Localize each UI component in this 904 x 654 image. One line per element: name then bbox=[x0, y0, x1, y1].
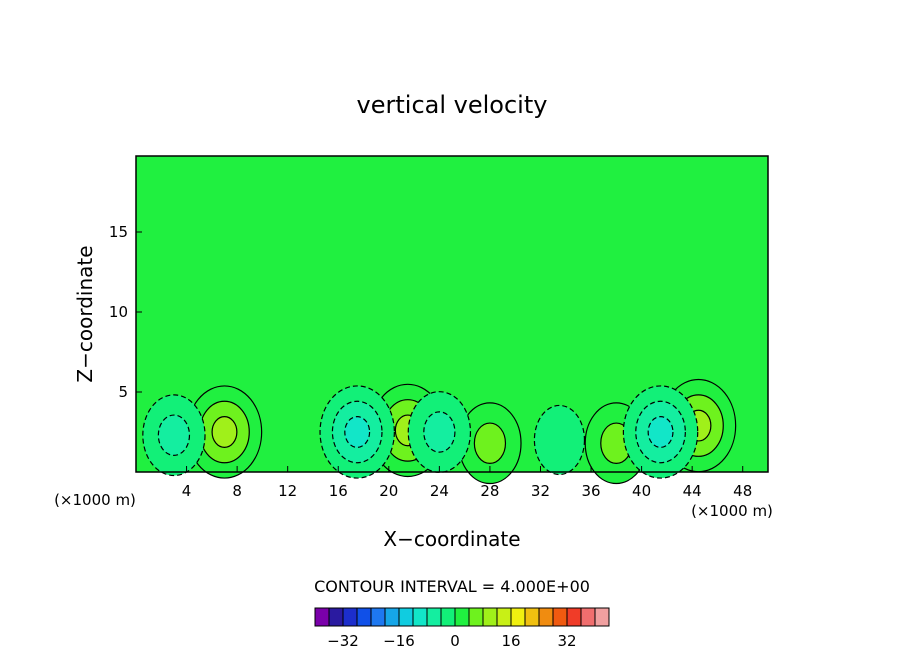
colorbar-swatch bbox=[524, 607, 540, 627]
x-tick-label: 28 bbox=[480, 482, 499, 500]
colorbar-swatch bbox=[370, 607, 386, 627]
colorbar: −32 −16 0 16 32 bbox=[314, 607, 610, 650]
colorbar-swatch bbox=[510, 607, 526, 627]
colorbar-swatch bbox=[412, 607, 428, 627]
colorbar-swatch bbox=[384, 607, 400, 627]
colorbar-tick-label: 16 bbox=[501, 632, 520, 650]
x-tick-label: 44 bbox=[683, 482, 702, 500]
x-tick-label: 20 bbox=[379, 482, 398, 500]
downdraft-contour bbox=[344, 416, 371, 448]
y-tick-label: 15 bbox=[109, 223, 128, 241]
colorbar-swatch bbox=[566, 607, 582, 627]
plot-frame bbox=[135, 155, 769, 473]
updraft-contour bbox=[211, 416, 238, 448]
x-unit-label-right: (×1000 m) bbox=[691, 502, 773, 520]
colorbar-swatch bbox=[538, 607, 554, 627]
contour-interval-label: CONTOUR INTERVAL = 4.000E+00 bbox=[314, 577, 590, 596]
x-tick-label: 4 bbox=[182, 482, 192, 500]
colorbar-swatch bbox=[342, 607, 358, 627]
colorbar-swatch bbox=[356, 607, 372, 627]
chart-title: vertical velocity bbox=[357, 91, 548, 119]
contour-layer bbox=[142, 378, 737, 485]
x-unit-label-left: (×1000 m) bbox=[54, 491, 136, 509]
downdraft-contour bbox=[647, 416, 674, 448]
downdraft-contour bbox=[157, 414, 191, 456]
downdraft-contour bbox=[423, 411, 456, 453]
colorbar-swatch bbox=[552, 607, 568, 627]
y-axis-label: Z−coordinate bbox=[73, 245, 97, 382]
x-tick-label: 32 bbox=[531, 482, 550, 500]
colorbar-swatch bbox=[398, 607, 414, 627]
colorbar-swatch bbox=[580, 607, 596, 627]
colorbar-swatch bbox=[468, 607, 484, 627]
colorbar-tick-label: −32 bbox=[327, 632, 359, 650]
x-tick-label: 48 bbox=[733, 482, 752, 500]
plot-area bbox=[135, 155, 769, 485]
x-axis-ticks: 4 8 12 16 20 24 28 32 36 40 44 48 bbox=[182, 466, 752, 500]
colorbar-swatch bbox=[426, 607, 442, 627]
colorbar-swatch bbox=[594, 607, 610, 627]
x-tick-label: 16 bbox=[329, 482, 348, 500]
y-tick-label: 10 bbox=[109, 303, 128, 321]
colorbar-swatch bbox=[440, 607, 456, 627]
colorbar-tick-label: 0 bbox=[450, 632, 460, 650]
x-tick-label: 8 bbox=[232, 482, 242, 500]
colorbar-tick-label: −16 bbox=[383, 632, 415, 650]
x-tick-label: 40 bbox=[632, 482, 651, 500]
x-tick-label: 24 bbox=[430, 482, 449, 500]
colorbar-tick-label: 32 bbox=[557, 632, 576, 650]
colorbar-swatch bbox=[328, 607, 344, 627]
colorbar-swatch bbox=[482, 607, 498, 627]
y-tick-label: 5 bbox=[118, 383, 128, 401]
downdraft-contour bbox=[533, 404, 586, 476]
colorbar-swatch bbox=[314, 607, 330, 627]
colorbar-swatch bbox=[454, 607, 470, 627]
updraft-contour bbox=[473, 422, 507, 464]
x-axis-label: X−coordinate bbox=[383, 527, 520, 551]
x-tick-label: 12 bbox=[278, 482, 297, 500]
x-tick-label: 36 bbox=[581, 482, 600, 500]
y-axis-ticks: 5 10 15 bbox=[109, 223, 142, 401]
colorbar-swatch bbox=[496, 607, 512, 627]
